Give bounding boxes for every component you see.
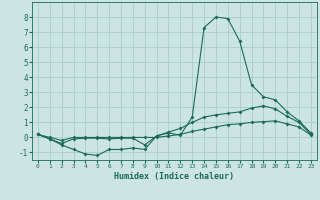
X-axis label: Humidex (Indice chaleur): Humidex (Indice chaleur) [115,172,234,181]
